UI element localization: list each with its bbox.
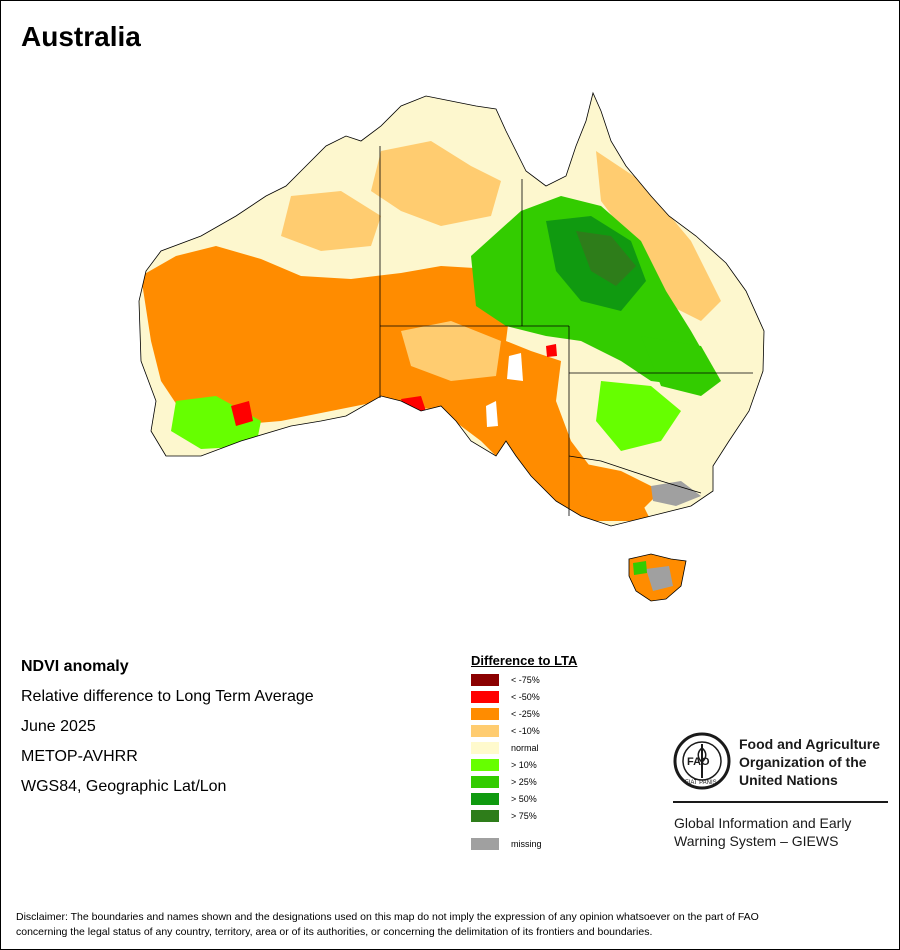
legend-label: > 75% (511, 811, 537, 821)
legend-label: > 10% (511, 760, 537, 770)
tasmania-green (633, 561, 647, 575)
disclaimer: Disclaimer: The boundaries and names sho… (16, 910, 886, 940)
fao-logo-icon: FAO FIAT PANIS (673, 732, 731, 790)
giews-line2: Warning System – GIEWS (674, 833, 839, 849)
ndvi-anomaly-map (138, 91, 765, 602)
anomaly-green-south-queensland (596, 381, 681, 451)
legend-swatch (471, 691, 499, 703)
legend-swatch (471, 725, 499, 737)
legend-label: > 50% (511, 794, 537, 804)
legend-title: Difference to LTA (471, 653, 578, 668)
fao-org-line2: Organization of the (739, 754, 867, 770)
anomaly-layer (141, 141, 721, 521)
fao-logo-motto: FIAT PANIS (685, 780, 717, 786)
legend-label: < -50% (511, 692, 540, 702)
tasmania-missing (646, 566, 673, 591)
anomaly-light-orange-east (596, 151, 721, 321)
legend-swatch (471, 793, 499, 805)
legend-label: < -25% (511, 709, 540, 719)
anomaly-verydark-green (576, 231, 636, 286)
fao-org-line3: United Nations (739, 772, 838, 788)
fao-divider (673, 801, 888, 803)
legend-label: < -75% (511, 675, 540, 685)
meta-sensor: METOP-AVHRR (21, 748, 138, 765)
map-title: Australia (21, 21, 141, 52)
anomaly-green-east-coast (641, 336, 721, 396)
disclaimer-line1: Disclaimer: The boundaries and names sho… (16, 911, 759, 923)
anomaly-red-wa (231, 401, 253, 426)
legend-label: normal (511, 743, 539, 753)
anomaly-light-orange-interior (401, 321, 501, 381)
anomaly-missing-vic (651, 481, 701, 506)
legend-swatch (471, 810, 499, 822)
meta-title: NDVI anomaly (21, 658, 129, 675)
anomaly-light-orange-north (371, 141, 501, 226)
legend-label: > 25% (511, 777, 537, 787)
legend-swatch (471, 776, 499, 788)
giews-line1: Global Information and Early (674, 815, 852, 831)
anomaly-light-orange-west (281, 191, 381, 251)
disclaimer-line2: concerning the legal status of any count… (16, 926, 653, 938)
legend-label: missing (511, 839, 542, 849)
mainland-coastline (138, 91, 765, 527)
legend-label: < -10% (511, 726, 540, 736)
legend-swatch (471, 674, 499, 686)
meta-subtitle: Relative difference to Long Term Average (21, 688, 314, 705)
fao-logo-letter-f: FAO (687, 756, 710, 768)
meta-date: June 2025 (21, 718, 96, 735)
anomaly-orange-band (141, 246, 651, 521)
legend-swatch (471, 708, 499, 720)
lake-eyre (507, 353, 523, 381)
meta-projection: WGS84, Geographic Lat/Lon (21, 778, 227, 795)
anomaly-red-sa (546, 344, 557, 357)
boundary-nsw-vic (568, 455, 702, 494)
fao-org-line1: Food and Agriculture (739, 736, 881, 752)
state-boundaries (379, 146, 753, 516)
anomaly-orange-southeast (571, 461, 661, 511)
legend-swatch (471, 742, 499, 754)
legend-swatch (471, 838, 499, 850)
lake-torrens (486, 401, 498, 427)
legend-swatch (471, 759, 499, 771)
